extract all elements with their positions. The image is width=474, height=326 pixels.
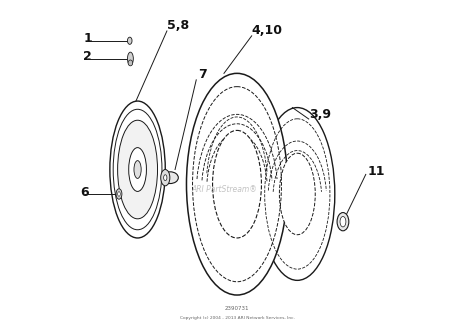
Text: 1: 1 — [83, 32, 92, 45]
Ellipse shape — [337, 213, 349, 231]
Text: ARI PartStream®: ARI PartStream® — [191, 185, 257, 194]
Text: 11: 11 — [367, 165, 385, 178]
Ellipse shape — [116, 189, 122, 199]
Ellipse shape — [118, 192, 120, 196]
Ellipse shape — [128, 60, 133, 66]
Text: 4,10: 4,10 — [252, 24, 283, 37]
Ellipse shape — [110, 101, 165, 238]
Ellipse shape — [212, 130, 262, 238]
Text: 2390731: 2390731 — [225, 305, 249, 311]
Ellipse shape — [279, 153, 315, 235]
Ellipse shape — [162, 172, 178, 184]
Ellipse shape — [134, 161, 141, 178]
Text: Copyright (c) 2004 - 2013 ARI Network Services, Inc.: Copyright (c) 2004 - 2013 ARI Network Se… — [180, 316, 294, 320]
Ellipse shape — [129, 148, 146, 191]
Text: 5,8: 5,8 — [167, 19, 189, 32]
Ellipse shape — [186, 73, 288, 295]
Ellipse shape — [128, 52, 133, 65]
Ellipse shape — [118, 120, 157, 219]
Text: 6: 6 — [80, 186, 89, 199]
Ellipse shape — [340, 216, 346, 227]
Ellipse shape — [164, 175, 167, 181]
Text: 2: 2 — [83, 50, 92, 63]
Text: 3,9: 3,9 — [309, 108, 331, 121]
Ellipse shape — [161, 170, 170, 186]
Text: 7: 7 — [198, 68, 207, 82]
Ellipse shape — [128, 37, 132, 44]
Ellipse shape — [260, 108, 335, 280]
